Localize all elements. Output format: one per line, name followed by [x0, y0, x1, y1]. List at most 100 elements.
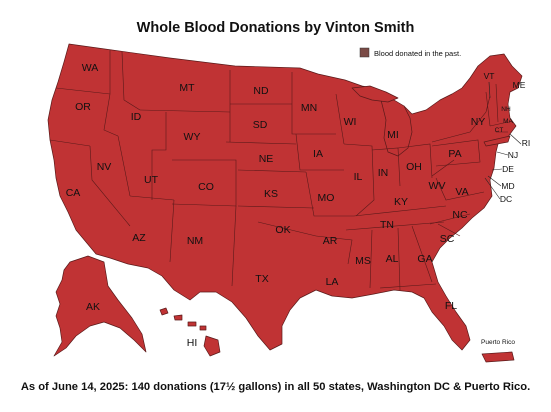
state-labels: WA OR CA ID NV MT WY UT AZ CO NM ND SD N…: [66, 62, 531, 349]
puerto-rico-label: Puerto Rico: [481, 339, 515, 346]
michigan-up-shape: [351, 85, 399, 103]
label-mi: MI: [387, 129, 399, 141]
border-ne-ks: [237, 169, 307, 173]
state-borders: [49, 50, 509, 291]
label-hi: HI: [187, 337, 198, 349]
border-nv-ut: [117, 135, 131, 197]
michigan-peninsula-shape: [379, 95, 413, 157]
label-nv: NV: [97, 161, 112, 173]
border-ny: [431, 95, 491, 143]
border-tn-south: [345, 221, 445, 231]
legend-label: Blood donated in the past.: [374, 49, 461, 58]
label-dc: DC: [500, 194, 512, 204]
label-va: VA: [455, 186, 468, 198]
map-title: Whole Blood Donations by Vinton Smith: [136, 20, 415, 36]
border-mn: [291, 72, 336, 135]
label-ri: RI: [522, 138, 531, 148]
border-ca-nv: [89, 145, 131, 227]
border-in-oh: [371, 143, 433, 187]
label-mt: MT: [179, 82, 195, 94]
border-wa-or: [55, 87, 111, 95]
leader-de: [491, 168, 503, 171]
border-pa: [431, 139, 481, 167]
label-nh: NH: [501, 106, 511, 113]
border-mt-wy: [139, 109, 231, 113]
border-or-ca: [49, 139, 91, 147]
hawaii-island-5: [203, 335, 221, 357]
label-ky: KY: [394, 196, 408, 208]
border-ok-tx: [257, 221, 317, 237]
alaska-shape: [53, 255, 147, 357]
label-ak: AK: [86, 301, 100, 313]
label-az: AZ: [132, 232, 146, 244]
label-wa: WA: [82, 62, 99, 74]
label-nm: NM: [187, 235, 203, 247]
label-co: CO: [198, 181, 214, 193]
label-al: AL: [386, 253, 399, 265]
label-ia: IA: [313, 148, 323, 160]
leader-ri: [509, 133, 522, 145]
leader-dc: [484, 177, 501, 200]
border-ia: [295, 133, 344, 171]
border-id-west: [103, 50, 119, 137]
label-ks: KS: [264, 188, 278, 200]
label-wi: WI: [344, 116, 357, 128]
long-island-shape: [483, 135, 511, 147]
border-il: [343, 143, 375, 217]
border-ks-ok: [237, 205, 315, 209]
label-ga: GA: [417, 253, 432, 265]
label-nd: ND: [253, 85, 269, 97]
hawaii-island-3: [187, 321, 197, 327]
border-new-england: [485, 83, 509, 133]
label-nj: NJ: [508, 150, 518, 160]
label-ms: MS: [355, 255, 371, 267]
legend-swatch: [359, 47, 370, 58]
border-az-nm: [169, 199, 175, 263]
hawaii-island-2: [173, 314, 183, 321]
label-ct: CT: [495, 127, 504, 134]
border-ar-la: [315, 235, 353, 265]
border-wy-ut: [151, 112, 167, 200]
label-sd: SD: [253, 119, 268, 131]
label-me: ME: [513, 80, 526, 90]
label-tn: TN: [380, 219, 394, 231]
label-ut: UT: [144, 174, 159, 186]
label-tx: TX: [255, 273, 268, 285]
puerto-rico-shape: [481, 351, 515, 363]
border-nm-tx: [231, 205, 237, 287]
leader-lines: [484, 81, 522, 200]
border-fl: [379, 283, 437, 289]
hawaii-island-1: [159, 307, 169, 316]
border-va-wv: [431, 159, 485, 201]
label-mo: MO: [318, 192, 335, 204]
label-ca: CA: [66, 187, 81, 199]
label-mn: MN: [301, 102, 317, 114]
border-mt-id: [121, 51, 141, 111]
border-nd-sd: [229, 70, 292, 142]
border-co: [171, 159, 237, 207]
border-ut-az: [129, 195, 175, 201]
label-ne: NE: [259, 153, 274, 165]
leader-vt: [488, 81, 491, 99]
hawaii-island-4: [199, 325, 207, 331]
border-sd-ne: [225, 141, 297, 145]
border-ky-tn: [353, 205, 447, 217]
border-carolinas: [429, 213, 471, 237]
label-ar: AR: [323, 235, 338, 247]
states-layer: [47, 43, 523, 363]
label-ma: MA: [503, 118, 513, 125]
label-il: IL: [354, 171, 363, 183]
label-wy: WY: [184, 131, 201, 143]
label-ok: OK: [275, 224, 290, 236]
label-oh: OH: [406, 161, 422, 173]
label-la: LA: [326, 276, 339, 288]
label-ny: NY: [471, 116, 486, 128]
label-sc: SC: [440, 233, 455, 245]
label-id: ID: [131, 111, 142, 123]
label-fl: FL: [445, 300, 457, 312]
label-pa: PA: [448, 148, 461, 160]
border-ms-al-ga: [369, 225, 433, 291]
label-wv: WV: [429, 180, 446, 192]
label-de: DE: [502, 164, 514, 174]
